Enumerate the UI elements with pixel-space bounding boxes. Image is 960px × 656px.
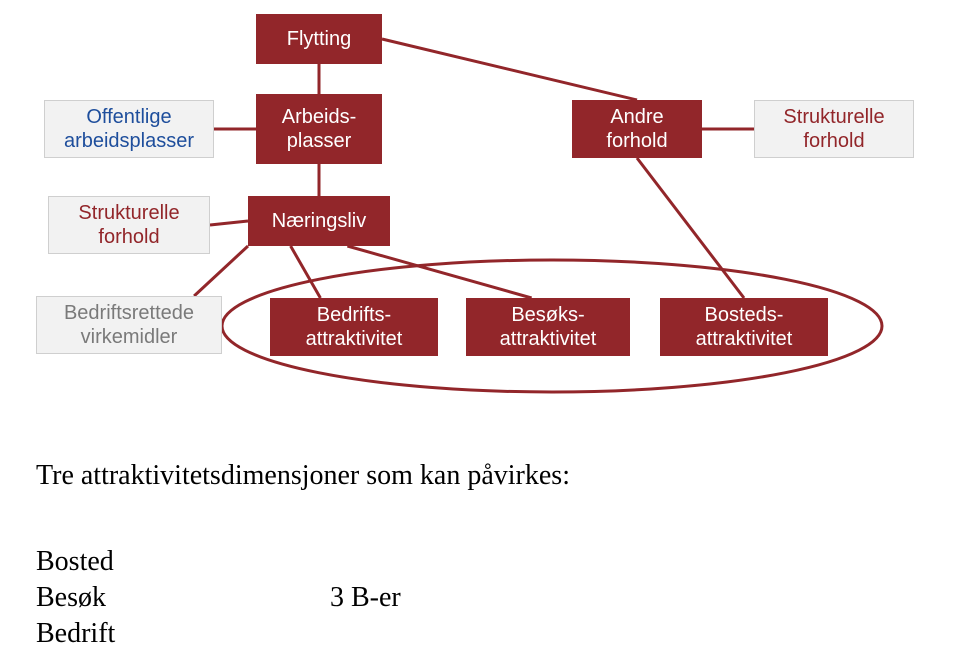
node-andre: Andre forhold	[572, 100, 702, 158]
edge-andre-bosteds_attr	[637, 158, 744, 298]
node-bedrifts_attr: Bedrifts-attraktivitet	[270, 298, 438, 356]
node-naringsliv: Næringsliv	[248, 196, 390, 246]
summary-besok: Besøk	[36, 582, 106, 614]
node-flytting: Flytting	[256, 14, 382, 64]
summary-three-b: 3 B-er	[330, 582, 401, 614]
node-strukt_l: Strukturelle forhold	[48, 196, 210, 254]
edge-naringsliv-strukt_l	[210, 221, 248, 225]
node-strukt_r: Strukturelle forhold	[754, 100, 914, 158]
node-besoks_attr: Besøks-attraktivitet	[466, 298, 630, 356]
edge-naringsliv-bedrifts_attr	[291, 246, 321, 298]
node-offentlige: Offentlige arbeidsplasser	[44, 100, 214, 158]
summary-bedrift: Bedrift	[36, 618, 115, 650]
node-bosteds_attr: Bosteds-attraktivitet	[660, 298, 828, 356]
summary-line: Tre attraktivitetsdimensjoner som kan på…	[36, 460, 570, 492]
edge-naringsliv-besoks_attr	[347, 246, 531, 298]
node-bedriftsrettede: Bedriftsrettede virkemidler	[36, 296, 222, 354]
node-arbeidsplasser: Arbeids-plasser	[256, 94, 382, 164]
edge-flytting-andre	[382, 39, 637, 100]
summary-bosted: Bosted	[36, 546, 114, 578]
